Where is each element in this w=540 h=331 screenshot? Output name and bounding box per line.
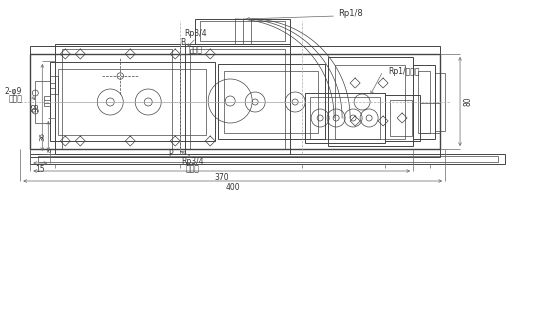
Bar xyxy=(305,93,385,143)
Bar xyxy=(62,49,172,149)
Bar xyxy=(335,65,405,139)
Bar xyxy=(50,76,58,94)
Bar xyxy=(418,71,430,133)
Bar xyxy=(35,81,50,123)
Bar xyxy=(30,46,440,54)
Bar xyxy=(38,156,498,162)
Text: Rp3/4: Rp3/4 xyxy=(184,28,206,37)
Bar xyxy=(310,97,380,139)
Bar xyxy=(55,44,180,154)
Text: 2-φ9: 2-φ9 xyxy=(5,86,22,96)
Text: 370: 370 xyxy=(214,172,229,181)
Text: Rp1/漏气口: Rp1/漏气口 xyxy=(388,67,420,75)
Text: 15: 15 xyxy=(36,165,45,173)
Text: P: P xyxy=(168,149,173,158)
Bar xyxy=(30,54,440,149)
Text: 8: 8 xyxy=(48,148,53,152)
Bar xyxy=(328,57,413,146)
Bar xyxy=(390,100,412,136)
Bar xyxy=(413,65,435,139)
Text: Rp3/4: Rp3/4 xyxy=(181,157,204,166)
Text: Rp1/8: Rp1/8 xyxy=(338,9,363,18)
Text: 400: 400 xyxy=(225,182,240,192)
Text: 出油口: 出油口 xyxy=(188,45,202,55)
Bar xyxy=(58,69,206,135)
Text: 80: 80 xyxy=(463,97,472,106)
Bar xyxy=(185,44,290,154)
Bar xyxy=(218,64,325,139)
Bar xyxy=(50,62,215,141)
Bar xyxy=(44,96,50,106)
Bar xyxy=(30,154,505,164)
Text: 安装孔: 安装孔 xyxy=(9,94,22,104)
Text: 36: 36 xyxy=(39,131,45,140)
Text: 93: 93 xyxy=(32,103,41,113)
Bar xyxy=(200,21,285,41)
Bar xyxy=(224,71,318,133)
Bar xyxy=(385,95,420,141)
Bar xyxy=(195,19,290,44)
Text: 进油口: 进油口 xyxy=(185,165,199,173)
Bar xyxy=(435,73,445,131)
Text: B: B xyxy=(181,37,186,46)
Bar xyxy=(420,103,440,133)
Bar xyxy=(190,49,285,149)
Bar xyxy=(30,149,440,157)
